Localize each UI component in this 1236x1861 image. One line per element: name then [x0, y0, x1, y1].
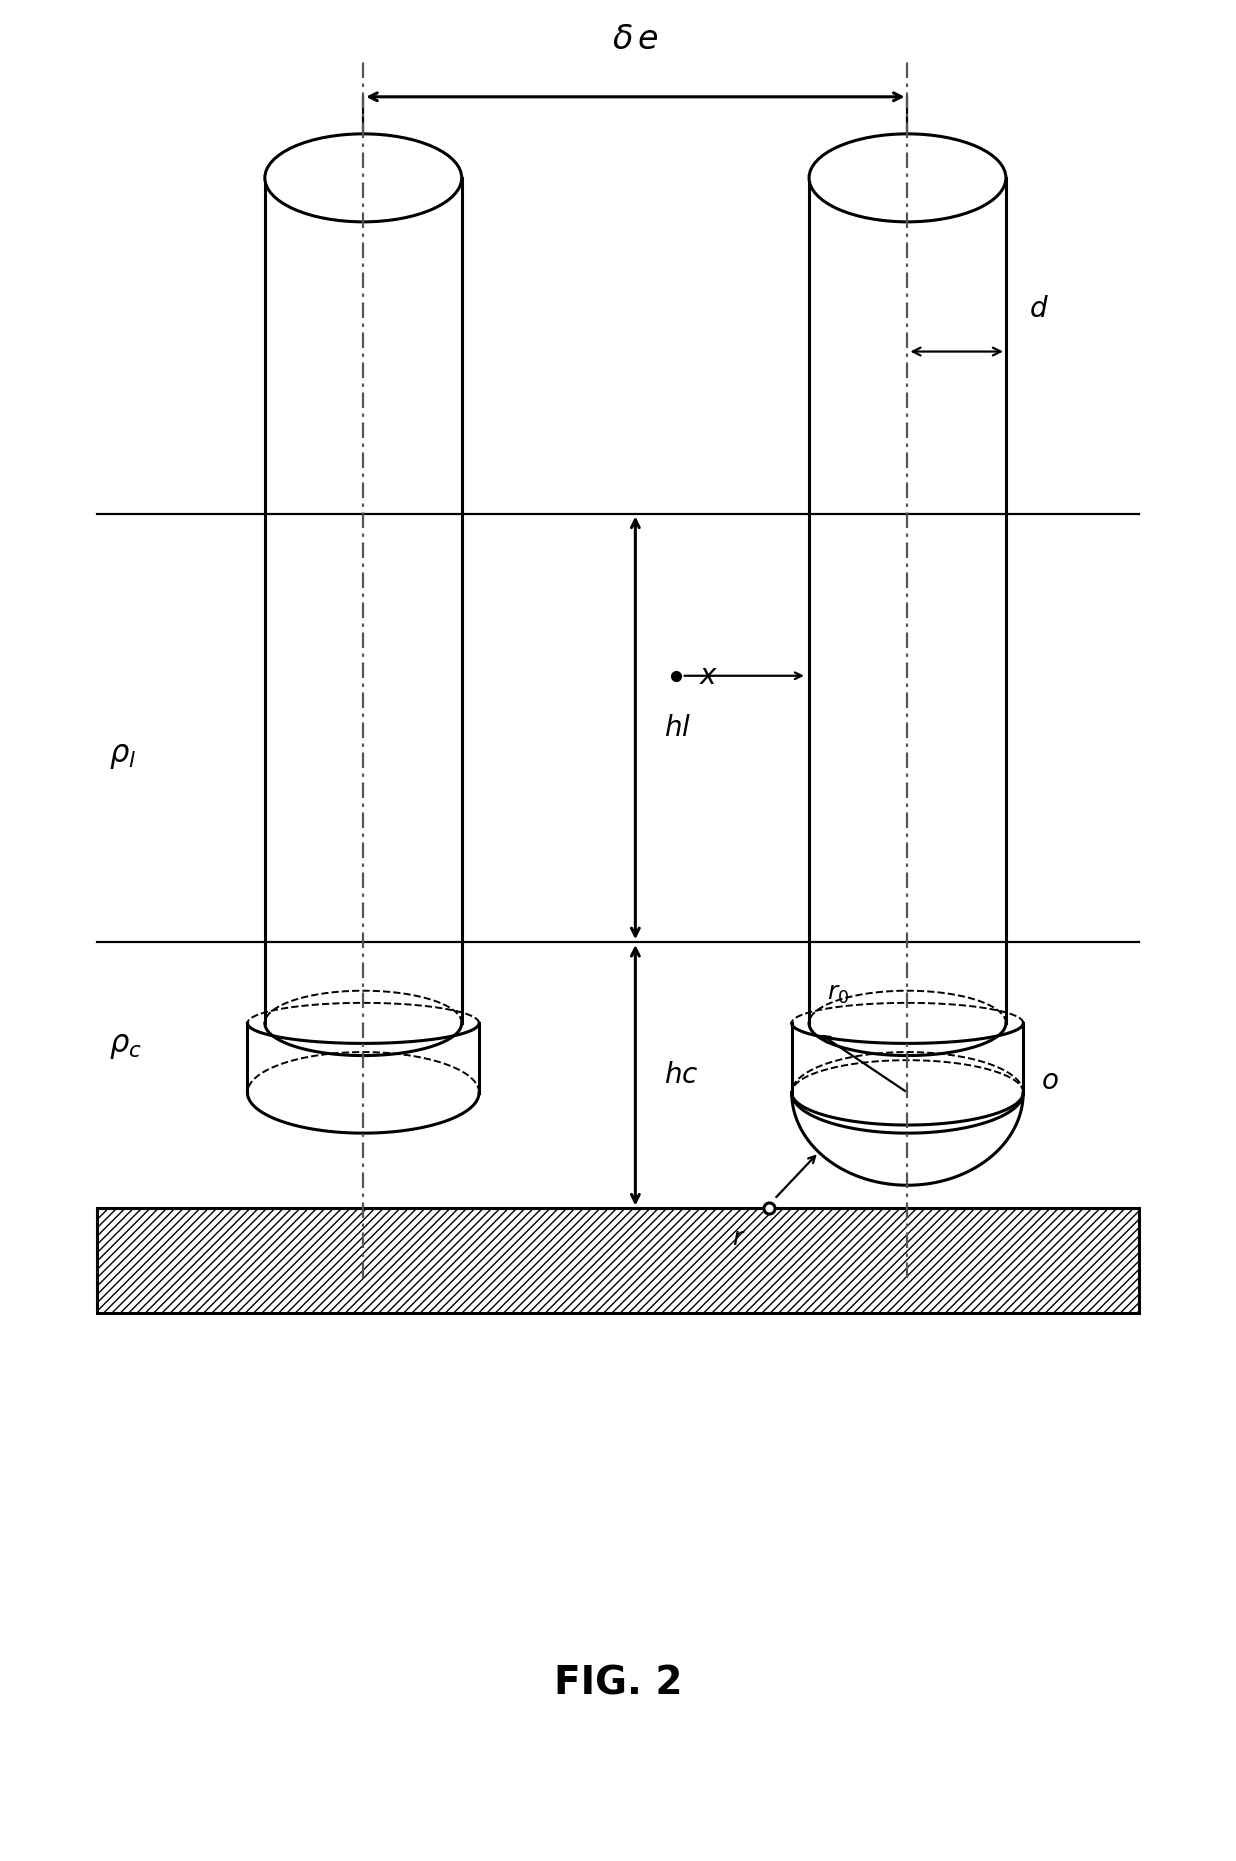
Ellipse shape	[810, 134, 1006, 221]
Text: $hc$: $hc$	[664, 1061, 698, 1089]
Text: FIG. 2: FIG. 2	[554, 1664, 682, 1703]
Text: $\delta\,e$: $\delta\,e$	[612, 24, 659, 56]
Text: $hl$: $hl$	[664, 715, 691, 743]
Bar	[96, 1208, 1140, 1312]
Text: $\rho_c$: $\rho_c$	[109, 1031, 141, 1061]
Text: $r_0$: $r_0$	[827, 983, 849, 1005]
Text: $\rho_l$: $\rho_l$	[109, 743, 136, 770]
Text: $o$: $o$	[1041, 1066, 1058, 1094]
Text: $d$: $d$	[1030, 294, 1049, 322]
Text: $x$: $x$	[700, 663, 718, 690]
Text: $r$: $r$	[732, 1226, 745, 1251]
Ellipse shape	[265, 134, 462, 221]
